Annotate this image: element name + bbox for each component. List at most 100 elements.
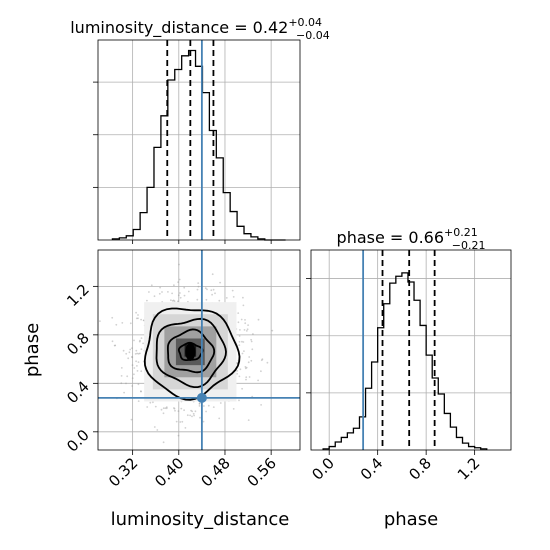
scatter-point: [120, 375, 123, 377]
scatter-point: [160, 408, 163, 411]
scatter-point: [196, 298, 199, 301]
scatter-point: [156, 429, 159, 431]
scatter-point: [239, 368, 242, 371]
scatter-point: [202, 420, 205, 423]
scatter-point: [171, 292, 174, 295]
panel-frame: [97, 249, 301, 451]
contour-line: [177, 341, 204, 361]
scatter-point: [139, 339, 141, 342]
scatter-point: [239, 329, 241, 331]
scatter-point: [211, 293, 214, 296]
scatter-point: [238, 335, 241, 337]
scatter-point: [176, 300, 179, 303]
scatter-point: [121, 322, 124, 324]
scatter-point: [244, 319, 246, 321]
scatter-point: [158, 292, 161, 295]
title-luminosity-distance: luminosity_distance = 0.42+0.04 −0.04: [70, 16, 330, 42]
scatter-point: [135, 311, 138, 314]
hist-phase-panel: 0.0 0.4 0.8 1.2: [306, 249, 512, 484]
scatter-point: [241, 387, 244, 390]
scatter-point: [161, 291, 163, 293]
xtick-label: 0.56: [244, 454, 280, 490]
scatter-point: [198, 405, 201, 407]
scatter-point: [149, 401, 152, 404]
scatter-point: [192, 412, 195, 415]
scatter-point: [237, 321, 240, 324]
scatter-point: [140, 348, 143, 351]
scatter-point: [183, 286, 186, 289]
contour-line: [143, 307, 241, 401]
scatter-point: [218, 417, 221, 420]
scatter-point: [129, 322, 132, 325]
scatter-point: [162, 412, 165, 415]
scatter-point: [128, 351, 131, 354]
scatter-point: [214, 292, 216, 295]
scatter-point: [196, 288, 199, 291]
scatter-point: [131, 356, 134, 359]
histogram-steps: [322, 272, 488, 450]
xtick-label: 0.48: [197, 454, 233, 490]
scatter-point: [131, 377, 134, 380]
histogram-steps: [111, 49, 286, 241]
scatter-point: [111, 316, 114, 319]
scatter-point: [137, 383, 140, 386]
scatter-point: [135, 349, 138, 352]
scatter-point: [236, 370, 239, 372]
scatter-point: [165, 406, 168, 409]
scatter-point: [178, 263, 180, 266]
scatter-point: [242, 296, 244, 299]
scatter-point: [177, 294, 180, 297]
scatter-point: [250, 359, 253, 362]
scatter-point: [133, 367, 136, 369]
scatter-point: [175, 420, 178, 423]
scatter-point: [129, 348, 132, 351]
scatter-point: [140, 318, 143, 321]
scatter-point: [245, 378, 247, 381]
scatter-point: [257, 318, 260, 321]
scatter-point: [174, 409, 176, 412]
scatter-point: [120, 367, 123, 369]
scatter-point: [177, 410, 180, 412]
xlabel-phase: phase: [384, 509, 438, 530]
scatter-point: [189, 414, 192, 417]
xtick-label: 0.4: [357, 454, 387, 484]
scatter-point: [125, 382, 127, 385]
scatter-point: [245, 330, 248, 332]
scatter-point: [140, 390, 142, 392]
density-peak: [185, 342, 196, 361]
xtick-label: 0.40: [151, 454, 187, 490]
scatter-point: [140, 390, 142, 393]
scatter-point: [212, 288, 215, 291]
scatter-point: [248, 376, 251, 378]
scatter-point: [164, 407, 167, 410]
scatter-point: [133, 339, 135, 342]
scatter-point: [260, 370, 262, 373]
scatter-point: [179, 421, 182, 423]
scatter-point: [153, 295, 156, 298]
scatter-point: [250, 340, 253, 343]
scatter-point: [181, 420, 184, 423]
xtick-label: 0.32: [105, 454, 141, 490]
scatter-point: [238, 375, 241, 378]
scatter-point: [244, 367, 247, 370]
scatter-point: [260, 359, 263, 362]
scatter-point: [197, 282, 200, 284]
ylabel-phase: phase: [22, 323, 43, 377]
xlabel-luminosity-distance: luminosity_distance: [111, 509, 290, 530]
scatter-point: [199, 416, 201, 419]
scatter-point: [184, 427, 187, 429]
scatter-point: [207, 404, 210, 407]
scatter-point: [135, 360, 138, 363]
scatter-point: [180, 407, 183, 410]
scatter-point: [114, 344, 117, 347]
scatter-point: [245, 366, 248, 369]
scatter-point: [252, 333, 254, 335]
scatter-point: [183, 409, 186, 412]
scatter-point: [173, 300, 176, 303]
scatter-point: [131, 347, 133, 350]
scatter-point: [238, 344, 241, 346]
ytick-label: 1.2: [63, 280, 93, 310]
scatter-point: [236, 372, 239, 375]
scatter-point: [173, 407, 175, 409]
scatter-point: [167, 291, 169, 293]
